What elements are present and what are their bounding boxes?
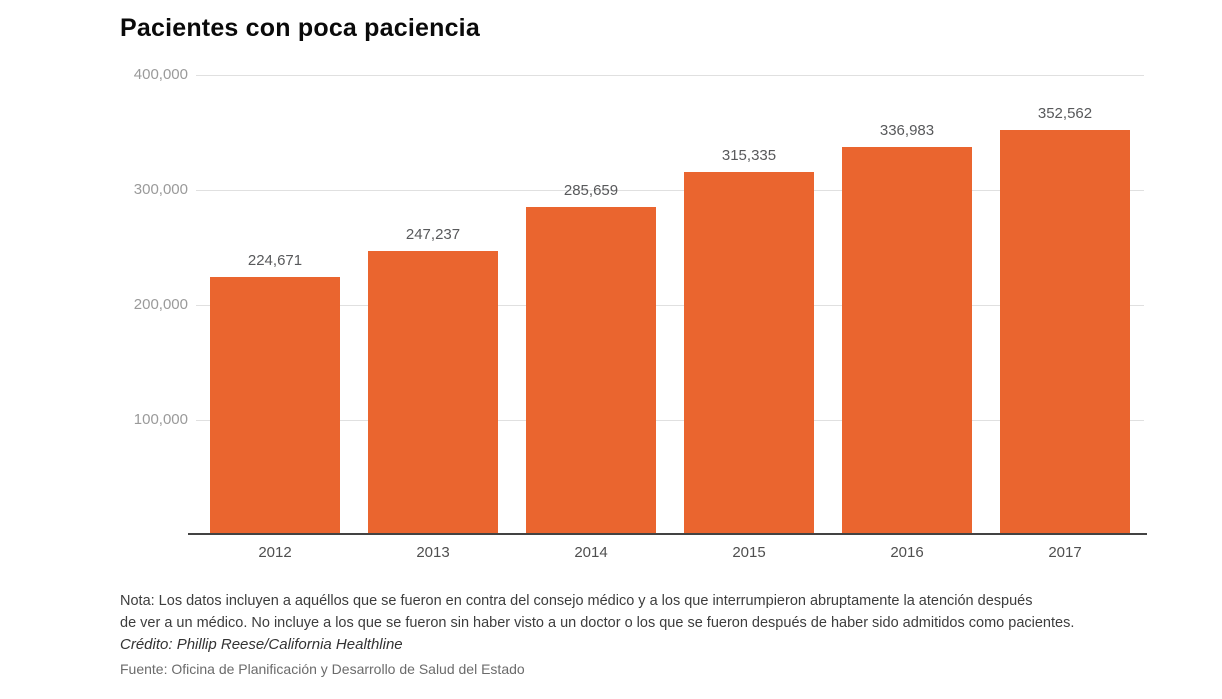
bar-2013 (368, 250, 498, 535)
y-axis: 100,000 200,000 300,000 400,000 (100, 66, 188, 535)
bar-2012 (210, 276, 340, 535)
x-axis-tick-label: 2016 (890, 544, 924, 561)
x-axis-line (188, 533, 1147, 535)
bar-series: 224,671 247,237 285,659 315,335 336,983 352,5… (196, 75, 1144, 535)
bar-2014 (526, 206, 656, 535)
chart-note: Nota: Los datos incluyen a aquéllos que … (120, 590, 1074, 634)
bar-group-2017: 352,562 (986, 75, 1144, 535)
note-line-1: Nota: Los datos incluyen a aquéllos que … (120, 593, 1033, 609)
chart-source: Fuente: Oficina de Planificación y Desar… (120, 661, 525, 677)
note-line-2: de ver a un médico. No incluye a los que… (120, 615, 1075, 631)
x-axis-tick-label: 2015 (732, 544, 766, 561)
bar-value-label: 285,659 (563, 181, 619, 199)
bar-value-label: 247,237 (405, 225, 461, 243)
y-axis-tick-label: 400,000 (133, 66, 188, 83)
bar-value-label: 224,671 (247, 251, 303, 269)
bar-2017 (1000, 129, 1130, 535)
x-axis-tick-label: 2012 (258, 544, 292, 561)
y-axis-tick-label: 100,000 (133, 411, 188, 428)
chart-title: Pacientes con poca paciencia (120, 14, 480, 42)
bar-group-2014: 285,659 (512, 75, 670, 535)
gridline-400,000 (196, 75, 1144, 76)
bar-value-label: 352,562 (1037, 104, 1093, 122)
bar-2016 (842, 147, 972, 535)
bar-group-2016: 336,983 (828, 75, 986, 535)
bar-value-label: 336,983 (879, 122, 935, 140)
x-axis: 2012 2013 2014 2015 2016 2017 (196, 544, 1144, 561)
bar-group-2015: 315,335 (670, 75, 828, 535)
gridline-200,000 (196, 305, 1144, 306)
gridline-100,000 (196, 420, 1144, 421)
x-axis-tick-label: 2017 (1048, 544, 1082, 561)
x-axis-tick-label: 2013 (416, 544, 450, 561)
x-axis-tick-label: 2014 (574, 544, 608, 561)
bar-value-label: 315,335 (721, 147, 777, 165)
gridline-300,000 (196, 190, 1144, 191)
bar-2015 (684, 172, 814, 535)
bar-group-2013: 247,237 (354, 75, 512, 535)
bar-chart-plot-area (196, 75, 1144, 535)
y-axis-tick-label: 200,000 (133, 296, 188, 313)
chart-credit: Crédito: Phillip Reese/California Health… (120, 636, 403, 653)
y-axis-tick-label: 300,000 (133, 181, 188, 198)
bar-group-2012: 224,671 (196, 75, 354, 535)
